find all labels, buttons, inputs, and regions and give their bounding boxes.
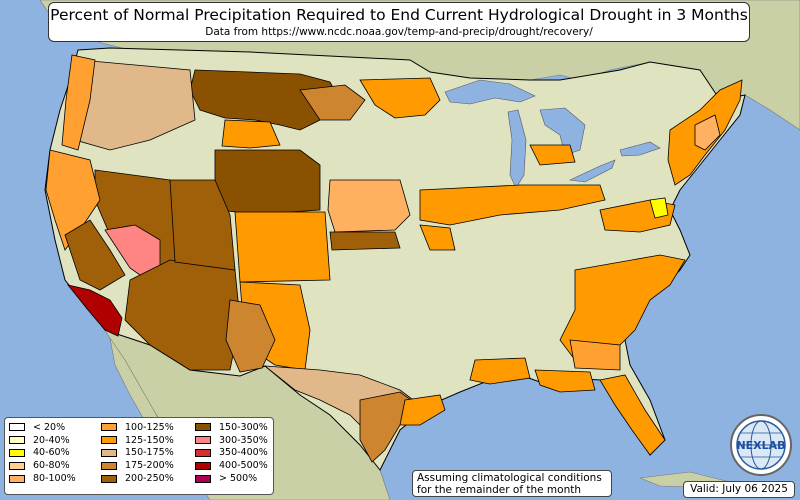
legend-swatch xyxy=(195,423,211,432)
legend-item: 20-40% xyxy=(9,434,76,447)
legend-label: 40-60% xyxy=(33,447,70,459)
legend-swatch xyxy=(9,436,25,445)
lake-michigan xyxy=(507,109,527,189)
legend-item: > 500% xyxy=(195,472,268,485)
map-subtitle: Data from https://www.ncdc.noaa.gov/temp… xyxy=(205,26,593,38)
legend-item: 350-400% xyxy=(195,447,268,460)
globe-icon: NEXLAB xyxy=(736,420,786,470)
nexlab-logo: NEXLAB xyxy=(730,414,792,476)
map-title: Percent of Normal Precipitation Required… xyxy=(50,6,748,24)
legend-item: 150-300% xyxy=(195,421,268,434)
region-dakotas xyxy=(221,119,281,149)
legend-item: 300-350% xyxy=(195,434,268,447)
legend-item: 200-250% xyxy=(101,472,174,485)
logo-text: NEXLAB xyxy=(736,439,785,452)
region-northern-rockies xyxy=(189,69,341,131)
region-southeast-coast xyxy=(559,254,686,361)
region-upper-midwest xyxy=(359,77,441,119)
title-box: Percent of Normal Precipitation Required… xyxy=(48,2,750,42)
region-new-england-inland xyxy=(694,114,721,151)
region-michigan xyxy=(529,144,576,166)
legend-item: 175-200% xyxy=(101,459,174,472)
region-delmarva xyxy=(649,197,669,219)
legend-label: 60-80% xyxy=(33,460,70,472)
region-florida-panhandle xyxy=(534,369,596,393)
legend-label: > 500% xyxy=(219,473,258,485)
region-montana-plains xyxy=(299,84,366,121)
valid-date: Valid: July 06 2025 xyxy=(683,481,795,498)
legend-item: 400-500% xyxy=(195,459,268,472)
legend-item: 125-150% xyxy=(101,434,174,447)
legend-swatch xyxy=(101,436,117,445)
legend-label: 150-175% xyxy=(125,447,174,459)
note-line-2: for the remainder of the month xyxy=(417,484,582,496)
legend-item: 150-175% xyxy=(101,447,174,460)
region-oregon-coast xyxy=(61,54,96,151)
region-central-valley xyxy=(64,219,126,291)
region-nebraska-kansas xyxy=(327,179,411,233)
legend-item: 40-60% xyxy=(9,447,76,460)
legend-label: 300-350% xyxy=(219,434,268,446)
region-georgia-inland xyxy=(569,339,621,371)
region-nm-east xyxy=(225,299,276,373)
region-midwest xyxy=(419,184,606,226)
legend-swatch xyxy=(101,448,117,457)
legend-swatch xyxy=(101,423,117,432)
legend-swatch xyxy=(195,436,211,445)
legend-column-1: < 20% 20-40% 40-60% 60-80% 80-100% xyxy=(9,421,76,485)
region-gulf-coast xyxy=(469,357,531,385)
legend-swatch xyxy=(195,448,211,457)
region-missouri xyxy=(419,224,456,251)
legend-label: < 20% xyxy=(33,421,66,433)
legend-column-3: 150-300% 300-350% 350-400% 400-500% > 500% xyxy=(195,421,268,485)
region-florida xyxy=(599,374,666,456)
legend-label: 80-100% xyxy=(33,473,76,485)
legend-swatch xyxy=(101,461,117,470)
legend-column-2: 100-125% 125-150% 150-175% 175-200% 200-250% xyxy=(101,421,174,485)
legend-swatch xyxy=(9,423,25,432)
legend-label: 100-125% xyxy=(125,421,174,433)
legend-item: < 20% xyxy=(9,421,76,434)
lake-superior xyxy=(444,79,536,105)
note-line-1: Assuming climatological conditions xyxy=(417,472,602,484)
lake-ontario xyxy=(619,141,661,157)
legend-label: 200-250% xyxy=(125,473,174,485)
legend-label: 400-500% xyxy=(219,460,268,472)
legend-item: 100-125% xyxy=(101,421,174,434)
assumption-note: Assuming climatological conditions for t… xyxy=(412,470,612,497)
legend-swatch xyxy=(9,448,25,457)
legend-label: 175-200% xyxy=(125,460,174,472)
region-houston xyxy=(399,394,446,426)
region-southern-california xyxy=(66,284,123,337)
legend-label: 350-400% xyxy=(219,447,268,459)
legend-swatch xyxy=(9,474,25,483)
legend-label: 20-40% xyxy=(33,434,70,446)
legend-swatch xyxy=(9,461,25,470)
region-wyoming xyxy=(214,149,321,215)
region-colorado-plateau xyxy=(234,211,331,283)
region-utah-colorado xyxy=(169,179,236,271)
legend: < 20% 20-40% 40-60% 60-80% 80-100% 100-125% 1… xyxy=(4,417,274,495)
legend-swatch xyxy=(195,461,211,470)
legend-item: 60-80% xyxy=(9,459,76,472)
legend-label: 150-300% xyxy=(219,421,268,433)
legend-swatch xyxy=(101,474,117,483)
region-oklahoma-strip xyxy=(329,231,401,251)
legend-item: 80-100% xyxy=(9,472,76,485)
lake-erie xyxy=(568,159,616,183)
legend-label: 125-150% xyxy=(125,434,174,446)
legend-swatch xyxy=(195,474,211,483)
